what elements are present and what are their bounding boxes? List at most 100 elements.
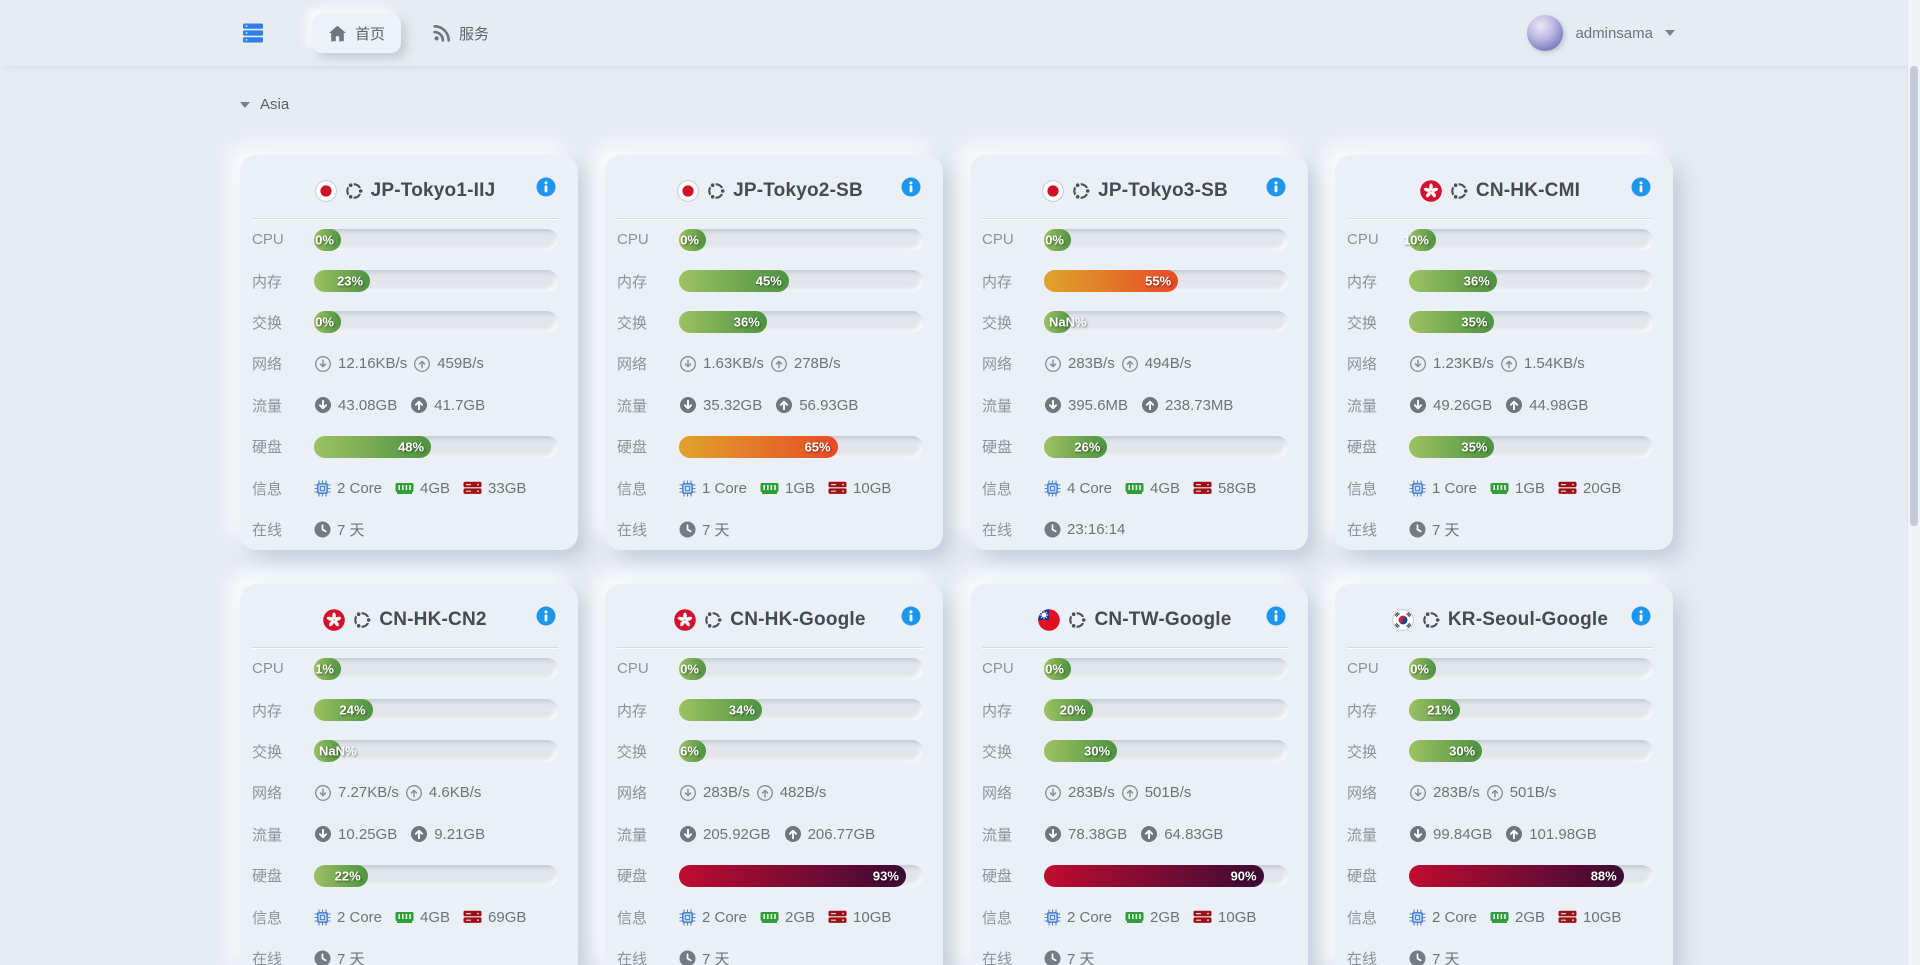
- memory-label: 内存: [617, 273, 648, 291]
- disk-size: 20GB: [1583, 479, 1622, 497]
- cpu-percent: 0%: [315, 232, 334, 248]
- network-label: 网络: [982, 356, 1013, 374]
- swap-percent: 0%: [315, 314, 334, 330]
- memory-percent: 45%: [755, 273, 782, 289]
- online-label: 在线: [982, 521, 1013, 539]
- info-row: 信息 2 Core 4GB 33GB: [252, 467, 558, 508]
- uptime: 23:16:14: [1067, 520, 1126, 538]
- swap-percent: 35%: [1461, 314, 1488, 330]
- cpu-percent: 0%: [680, 661, 699, 677]
- cpu-label: CPU: [617, 231, 649, 249]
- region-section-header[interactable]: Asia: [240, 96, 1920, 113]
- upload-speed-icon: [405, 784, 423, 802]
- info-label: 信息: [617, 480, 648, 498]
- card-divider: [252, 647, 558, 648]
- home-icon: [328, 25, 347, 42]
- swap-label: 交换: [1347, 743, 1378, 761]
- online-label: 在线: [252, 521, 283, 539]
- tab-home[interactable]: 首页: [312, 13, 402, 53]
- disk-size: 10GB: [853, 479, 892, 497]
- total-upload: 206.77GB: [807, 825, 876, 843]
- hard-disk-icon: [828, 910, 847, 924]
- download-speed-icon: [679, 784, 697, 802]
- disk-percent: 22%: [334, 868, 361, 884]
- vertical-scrollbar[interactable]: [1907, 0, 1920, 965]
- online-row: 在线 23:16:14: [982, 509, 1288, 550]
- memory-label: 内存: [982, 702, 1013, 720]
- info-icon[interactable]: [901, 177, 921, 197]
- clock-icon: [314, 950, 331, 965]
- download-speed: 283B/s: [1068, 355, 1115, 373]
- info-icon[interactable]: [536, 177, 556, 197]
- servers-brand-icon[interactable]: [240, 20, 266, 46]
- traffic-label: 流量: [1347, 397, 1378, 415]
- traffic-label: 流量: [252, 397, 283, 415]
- swap-progressbar: 30%: [1044, 740, 1288, 763]
- download-speed-icon: [1409, 355, 1427, 373]
- network-label: 网络: [617, 356, 648, 374]
- cpu-chip-icon: [314, 480, 331, 497]
- scrollbar-thumb[interactable]: [1910, 66, 1918, 526]
- cpu-row: CPU 0%: [1347, 648, 1653, 689]
- server-card: JP-Tokyo3-SB CPU 0% 内存 55% 交换 NaN% 网络: [970, 155, 1308, 550]
- info-icon[interactable]: [1631, 177, 1651, 197]
- hard-disk-icon: [1193, 910, 1212, 924]
- online-label: 在线: [617, 950, 648, 965]
- download-speed: 1.63KB/s: [703, 355, 764, 373]
- network-label: 网络: [1347, 785, 1378, 803]
- server-name: CN-HK-CN2: [379, 608, 487, 630]
- info-row: 信息 2 Core 4GB 69GB: [252, 896, 558, 937]
- info-label: 信息: [982, 909, 1013, 927]
- info-row: 信息 4 Core 4GB 58GB: [982, 467, 1288, 508]
- country-flag-icon: [674, 608, 697, 631]
- disk-row: 硬盘 22%: [252, 855, 558, 896]
- swap-label: 交换: [617, 314, 648, 332]
- core-count: 2 Core: [337, 479, 383, 497]
- info-label: 信息: [617, 909, 648, 927]
- core-count: 4 Core: [1067, 479, 1113, 497]
- memory-percent: 20%: [1059, 702, 1086, 718]
- server-name: JP-Tokyo1-IIJ: [370, 179, 496, 201]
- tab-services-label: 服务: [459, 25, 490, 43]
- info-icon[interactable]: [1266, 177, 1286, 197]
- cpu-chip-icon: [1044, 480, 1061, 497]
- cpu-row: CPU 0%: [982, 219, 1288, 260]
- info-icon[interactable]: [1631, 606, 1651, 626]
- total-download: 99.84GB: [1433, 825, 1493, 843]
- swap-progressbar: 6%: [679, 740, 923, 763]
- os-icon: [1449, 181, 1469, 201]
- info-icon[interactable]: [536, 606, 556, 626]
- info-icon[interactable]: [901, 606, 921, 626]
- disk-size: 10GB: [1218, 908, 1257, 926]
- cpu-progressbar: 0%: [314, 228, 558, 251]
- memory-label: 内存: [252, 273, 283, 291]
- swap-progressbar: NaN%: [314, 740, 558, 763]
- swap-progressbar: 0%: [314, 311, 558, 334]
- card-divider: [982, 218, 1288, 219]
- cpu-chip-icon: [1409, 480, 1426, 497]
- traffic-label: 流量: [982, 397, 1013, 415]
- ram-size: 4GB: [420, 479, 451, 497]
- clock-icon: [679, 521, 696, 538]
- cpu-progressbar: 0%: [679, 657, 923, 680]
- tab-services[interactable]: 服务: [417, 14, 505, 53]
- clock-icon: [1044, 950, 1061, 965]
- core-count: 2 Core: [337, 908, 383, 926]
- download-speed-icon: [1044, 784, 1062, 802]
- clock-icon: [1044, 521, 1061, 538]
- card-divider: [1347, 218, 1653, 219]
- card-header: JP-Tokyo2-SB: [617, 155, 923, 216]
- memory-percent: 21%: [1427, 702, 1454, 718]
- download-speed: 283B/s: [1433, 784, 1480, 802]
- total-download: 205.92GB: [703, 825, 771, 843]
- info-icon[interactable]: [1266, 606, 1286, 626]
- card-header: CN-HK-CN2: [252, 584, 558, 645]
- os-icon: [1067, 610, 1088, 630]
- card-header: CN-TW-Google: [982, 584, 1288, 645]
- download-speed-icon: [1409, 784, 1427, 802]
- user-menu[interactable]: adminsama: [1527, 15, 1675, 51]
- swap-percent: 36%: [733, 314, 760, 330]
- memory-percent: 24%: [339, 702, 366, 718]
- country-flag-icon: [1420, 179, 1442, 202]
- network-label: 网络: [982, 785, 1013, 803]
